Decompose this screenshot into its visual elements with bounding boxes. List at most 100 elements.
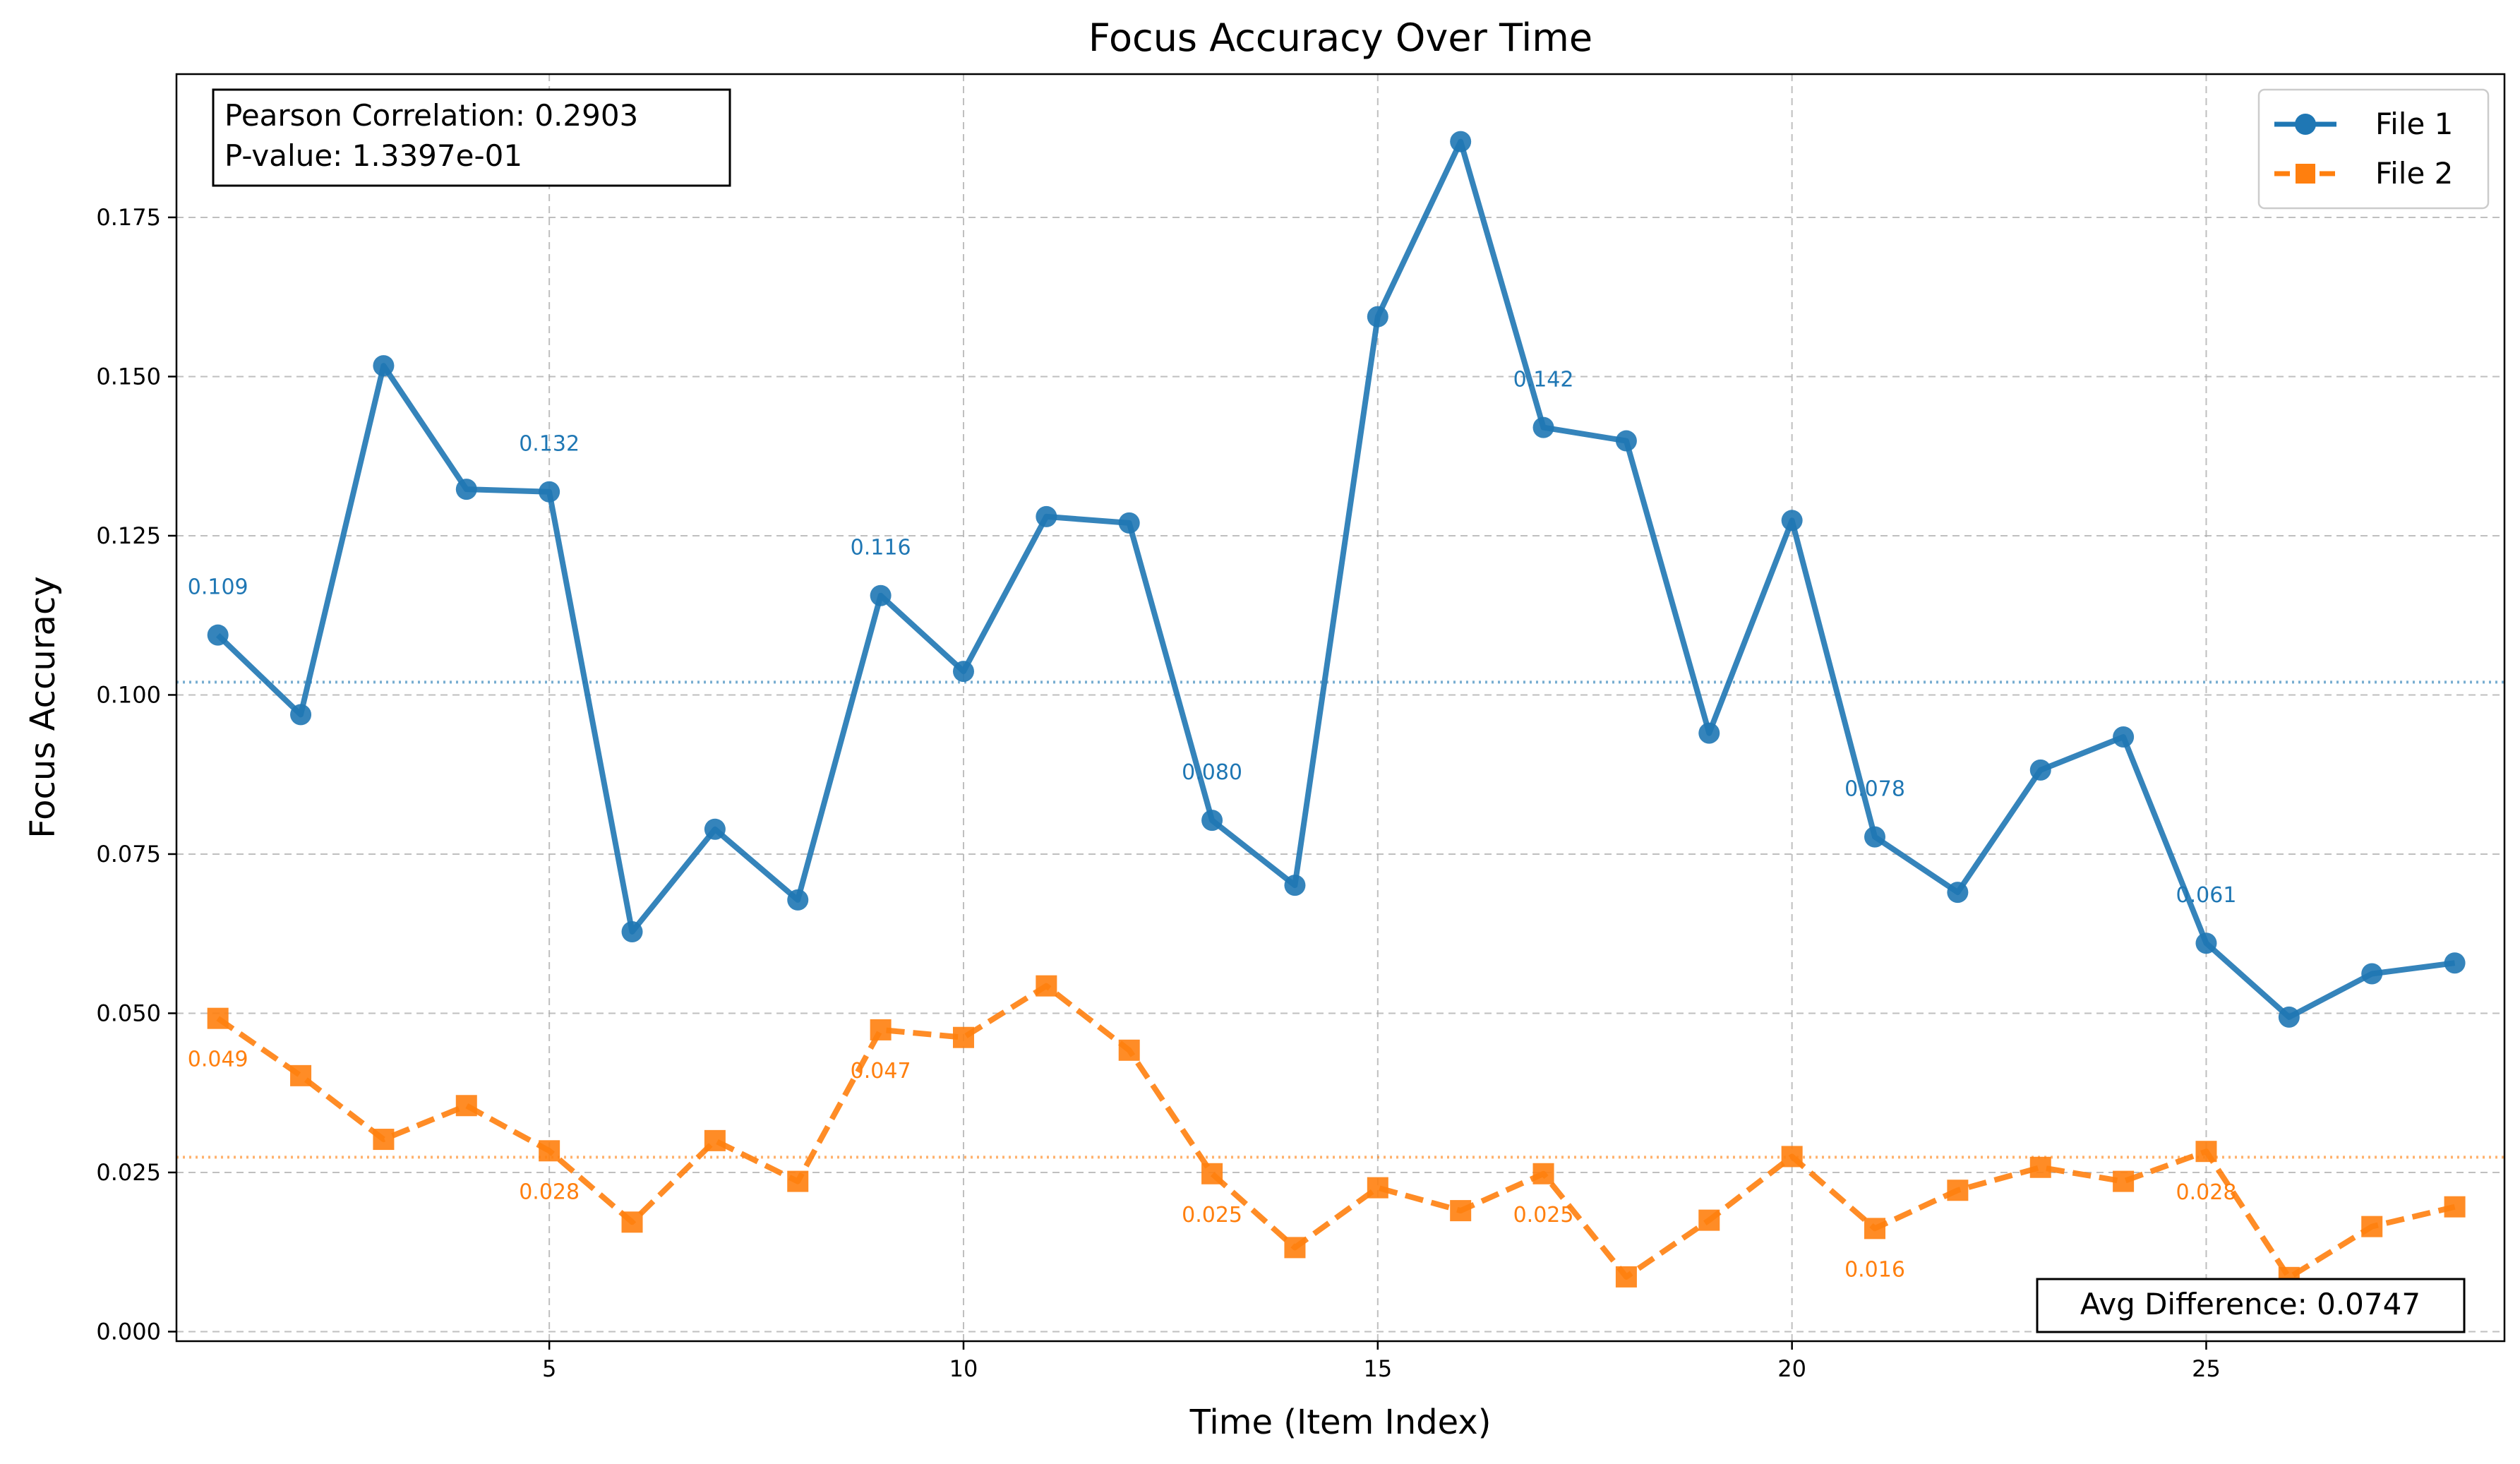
data-point-file-1 bbox=[1367, 306, 1388, 328]
data-point-file-2 bbox=[2195, 1141, 2217, 1163]
avg-difference-box: Avg Difference: 0.0747 bbox=[2036, 1278, 2466, 1333]
x-tick-label: 25 bbox=[2192, 1355, 2221, 1382]
data-point-file-2 bbox=[1698, 1209, 1720, 1231]
data-point-file-2 bbox=[1947, 1180, 1969, 1201]
data-label-file-1: 0.132 bbox=[519, 432, 580, 457]
chart-title: Focus Accuracy Over Time bbox=[1088, 16, 1592, 60]
data-point-file-1 bbox=[539, 481, 560, 503]
data-point-file-1 bbox=[2029, 759, 2051, 781]
legend-frame bbox=[2257, 88, 2490, 210]
data-label-file-2: 0.049 bbox=[188, 1048, 248, 1072]
data-point-file-2 bbox=[290, 1064, 312, 1086]
data-point-file-1 bbox=[1615, 430, 1637, 452]
data-point-file-1 bbox=[2278, 1006, 2300, 1028]
data-point-file-1 bbox=[2361, 963, 2383, 985]
data-point-file-2 bbox=[952, 1026, 974, 1048]
data-point-file-1 bbox=[621, 921, 643, 943]
data-label-file-2: 0.025 bbox=[1513, 1203, 1574, 1228]
data-point-file-1 bbox=[1450, 131, 1472, 152]
data-point-file-1 bbox=[1864, 826, 1886, 848]
y-tick-label: 0.025 bbox=[96, 1159, 161, 1186]
series-layer bbox=[207, 131, 2466, 1288]
data-point-file-1 bbox=[952, 661, 974, 683]
stats-box: Pearson Correlation: 0.2903 P-value: 1.3… bbox=[212, 88, 731, 187]
data-point-file-2 bbox=[2029, 1156, 2051, 1178]
legend: File 1 File 2 bbox=[2257, 88, 2490, 210]
x-tick-label: 5 bbox=[542, 1355, 556, 1382]
legend-file1-marker bbox=[2295, 114, 2316, 135]
y-tick-label: 0.175 bbox=[96, 204, 161, 231]
data-point-file-1 bbox=[2113, 726, 2135, 748]
data-point-file-1 bbox=[1118, 512, 1140, 534]
data-label-file-2: 0.047 bbox=[851, 1059, 911, 1084]
data-label-file-1: 0.109 bbox=[188, 575, 248, 600]
data-point-file-2 bbox=[704, 1129, 726, 1151]
data-point-file-2 bbox=[539, 1140, 560, 1162]
data-point-file-1 bbox=[207, 624, 229, 646]
pearson-correlation-text: Pearson Correlation: 0.2903 bbox=[224, 98, 638, 133]
data-point-file-1 bbox=[2195, 932, 2217, 954]
data-point-file-2 bbox=[787, 1170, 809, 1192]
data-point-file-1 bbox=[455, 479, 477, 500]
legend-file2-label: File 2 bbox=[2375, 156, 2453, 191]
data-point-file-1 bbox=[787, 889, 809, 911]
data-point-file-1 bbox=[373, 355, 395, 377]
data-point-file-1 bbox=[704, 818, 726, 840]
data-point-file-1 bbox=[290, 704, 312, 726]
data-point-file-1 bbox=[1201, 810, 1223, 832]
mean-lines bbox=[176, 680, 2504, 1159]
x-axis-label: Time (Item Index) bbox=[1189, 1403, 1492, 1442]
data-point-file-1 bbox=[2444, 952, 2466, 974]
data-label-file-1: 0.080 bbox=[1182, 760, 1242, 785]
data-label-file-2: 0.028 bbox=[519, 1180, 580, 1204]
data-point-file-2 bbox=[455, 1095, 477, 1117]
p-value-text: P-value: 1.3397e-01 bbox=[224, 138, 522, 173]
data-point-file-2 bbox=[373, 1129, 395, 1151]
data-point-file-2 bbox=[1201, 1163, 1223, 1184]
x-tick-label: 20 bbox=[1777, 1355, 1806, 1382]
data-point-file-2 bbox=[621, 1211, 643, 1233]
y-tick-label: 0.100 bbox=[96, 681, 161, 708]
legend-file2-marker bbox=[2296, 164, 2315, 184]
data-label-file-1: 0.142 bbox=[1513, 368, 1574, 392]
grid-lines bbox=[176, 74, 2504, 1341]
data-point-file-1 bbox=[1284, 875, 1306, 896]
data-label-file-2: 0.028 bbox=[2176, 1180, 2237, 1205]
data-point-file-2 bbox=[1615, 1266, 1637, 1288]
stats-box-frame bbox=[212, 88, 731, 187]
y-tick-label: 0.050 bbox=[96, 1000, 161, 1026]
data-point-file-2 bbox=[1284, 1237, 1306, 1259]
data-point-file-1 bbox=[1947, 882, 1969, 904]
data-label-file-1: 0.078 bbox=[1844, 777, 1905, 802]
y-axis-label: Focus Accuracy bbox=[23, 576, 63, 838]
avg-difference-text: Avg Difference: 0.0747 bbox=[2080, 1287, 2420, 1321]
x-axis-ticks: 5 10 15 20 25 bbox=[542, 1341, 2221, 1382]
data-label-file-1: 0.116 bbox=[851, 536, 911, 560]
x-tick-label: 15 bbox=[1363, 1355, 1392, 1382]
data-point-file-2 bbox=[1864, 1218, 1886, 1240]
y-tick-label: 0.150 bbox=[96, 363, 161, 390]
data-point-file-1 bbox=[1532, 416, 1554, 438]
data-point-file-2 bbox=[207, 1007, 229, 1029]
data-point-file-2 bbox=[2444, 1196, 2466, 1218]
avg-difference-frame bbox=[2036, 1278, 2466, 1333]
data-label-file-2: 0.016 bbox=[1844, 1257, 1905, 1282]
data-point-file-2 bbox=[1781, 1146, 1803, 1168]
series-line-file-1 bbox=[215, 138, 2456, 1020]
data-point-file-2 bbox=[2361, 1216, 2383, 1237]
data-point-file-2 bbox=[1118, 1039, 1140, 1061]
legend-file1-label: File 1 bbox=[2375, 107, 2453, 141]
data-point-file-2 bbox=[1367, 1177, 1388, 1199]
data-label-file-2: 0.025 bbox=[1182, 1203, 1242, 1228]
y-tick-label: 0.000 bbox=[96, 1318, 161, 1345]
data-label-file-1: 0.061 bbox=[2176, 883, 2237, 908]
data-point-file-1 bbox=[1698, 722, 1720, 744]
data-point-file-2 bbox=[2113, 1170, 2135, 1192]
data-point-file-1 bbox=[1781, 510, 1803, 532]
y-tick-label: 0.125 bbox=[96, 522, 161, 549]
point-labels: 0.109 0.132 0.116 0.080 0.142 0.078 0.061 0.049… bbox=[188, 368, 2237, 1283]
data-point-file-2 bbox=[1450, 1200, 1472, 1222]
data-point-file-2 bbox=[1036, 975, 1057, 997]
